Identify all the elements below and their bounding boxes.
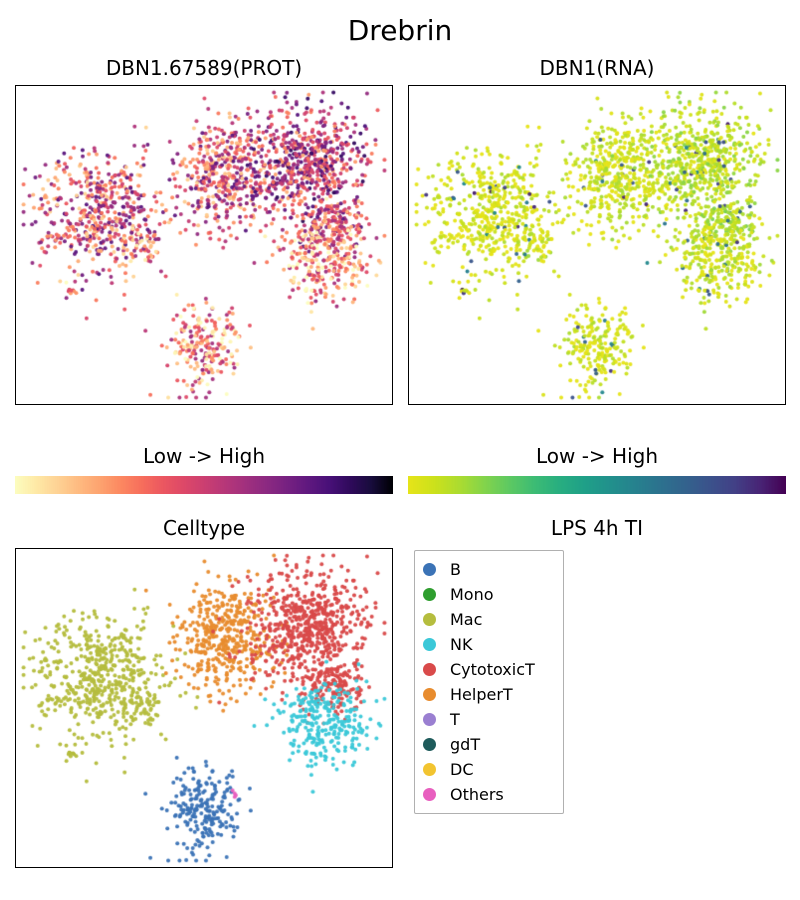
- legend-label: B: [450, 557, 461, 582]
- legend-marker-icon: [423, 563, 436, 576]
- legend-item: T: [423, 707, 553, 732]
- legend-label: CytotoxicT: [450, 657, 535, 682]
- colorbar-rna: [408, 476, 786, 494]
- legend-marker-icon: [423, 613, 436, 626]
- legend-marker-icon: [423, 663, 436, 676]
- legend-marker-icon: [423, 788, 436, 801]
- panel-title-celltype: Celltype: [15, 516, 393, 540]
- legend-item: gdT: [423, 732, 553, 757]
- scatter-canvas-rna: [409, 86, 785, 404]
- panel-title-prot: DBN1.67589(PROT): [15, 56, 393, 80]
- scatter-canvas-celltype: [16, 549, 392, 867]
- legend-item: DC: [423, 757, 553, 782]
- legend-marker-icon: [423, 588, 436, 601]
- colorbar-prot: [15, 476, 393, 494]
- legend-item: Mono: [423, 582, 553, 607]
- legend-item: CytotoxicT: [423, 657, 553, 682]
- legend-label: NK: [450, 632, 472, 657]
- legend-marker-icon: [423, 763, 436, 776]
- legend-label: gdT: [450, 732, 480, 757]
- legend-label: Mac: [450, 607, 482, 632]
- scatter-panel-prot: [15, 85, 393, 405]
- legend-label: DC: [450, 757, 474, 782]
- colorbar-label-rna: Low -> High: [408, 444, 786, 468]
- panel-title-lps: LPS 4h TI: [408, 516, 786, 540]
- page-title: Drebrin: [0, 14, 800, 47]
- legend-marker-icon: [423, 738, 436, 751]
- legend-item: NK: [423, 632, 553, 657]
- legend-item: B: [423, 557, 553, 582]
- celltype-legend: BMonoMacNKCytotoxicTHelperTTgdTDCOthers: [414, 550, 564, 814]
- legend-marker-icon: [423, 688, 436, 701]
- scatter-panel-celltype: [15, 548, 393, 868]
- legend-label: T: [450, 707, 460, 732]
- legend-item: HelperT: [423, 682, 553, 707]
- panel-title-rna: DBN1(RNA): [408, 56, 786, 80]
- legend-label: Mono: [450, 582, 494, 607]
- colorbar-label-prot: Low -> High: [15, 444, 393, 468]
- legend-label: Others: [450, 782, 504, 807]
- legend-item: Mac: [423, 607, 553, 632]
- scatter-canvas-prot: [16, 86, 392, 404]
- scatter-panel-rna: [408, 85, 786, 405]
- legend-label: HelperT: [450, 682, 513, 707]
- legend-marker-icon: [423, 713, 436, 726]
- legend-item: Others: [423, 782, 553, 807]
- legend-marker-icon: [423, 638, 436, 651]
